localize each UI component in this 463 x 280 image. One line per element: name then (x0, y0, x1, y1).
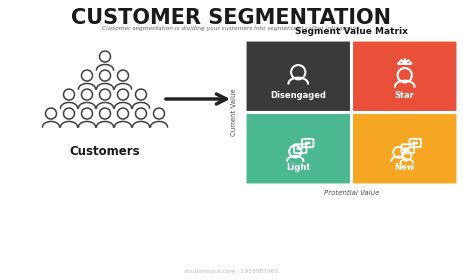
Circle shape (306, 142, 307, 144)
Circle shape (405, 148, 406, 150)
Text: Customer segmentation is dividing your customers into segments or rather into gr: Customer segmentation is dividing your c… (101, 26, 361, 31)
Text: Customers: Customers (70, 145, 140, 158)
Text: Star: Star (395, 90, 415, 99)
Circle shape (299, 148, 300, 150)
Circle shape (406, 148, 407, 150)
FancyBboxPatch shape (352, 41, 457, 112)
Text: Disengaged: Disengaged (270, 90, 326, 99)
FancyBboxPatch shape (245, 41, 351, 112)
Circle shape (416, 142, 418, 144)
Text: Segment Value Matrix: Segment Value Matrix (295, 27, 408, 36)
Text: Protential Value: Protential Value (324, 190, 379, 196)
Text: Light: Light (286, 163, 310, 172)
Circle shape (300, 148, 302, 150)
Circle shape (308, 142, 310, 144)
Text: CUSTOMER SEGMENTATION: CUSTOMER SEGMENTATION (71, 8, 391, 28)
Text: shutterstock.com · 1953987961: shutterstock.com · 1953987961 (184, 269, 278, 274)
FancyBboxPatch shape (245, 113, 351, 185)
Circle shape (297, 148, 299, 150)
Circle shape (307, 142, 308, 144)
Circle shape (414, 142, 416, 144)
Text: Current Value: Current Value (231, 89, 237, 136)
FancyBboxPatch shape (352, 113, 457, 185)
Text: New: New (394, 163, 415, 172)
Circle shape (413, 142, 414, 144)
Circle shape (408, 148, 409, 150)
